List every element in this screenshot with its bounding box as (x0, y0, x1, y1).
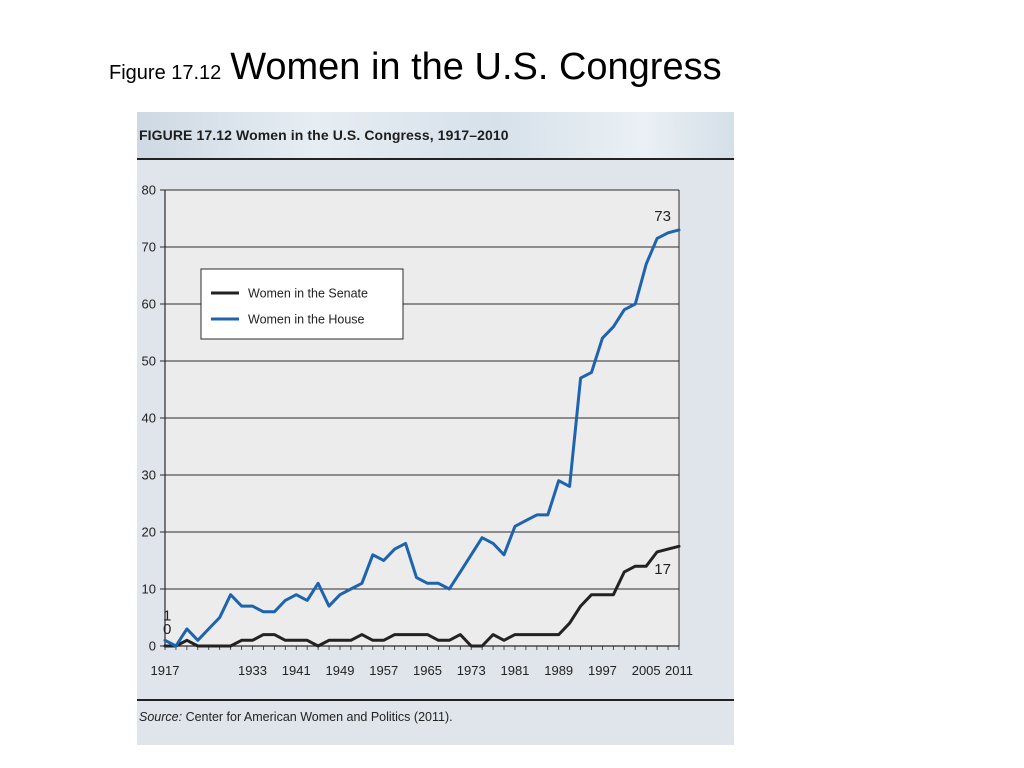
legend-label: Women in the Senate (248, 287, 368, 301)
legend-label: Women in the House (248, 313, 365, 327)
source-text: Center for American Women and Politics (… (182, 710, 453, 724)
slide-title-main: Women in the U.S. Congress (230, 46, 722, 88)
house-line (163, 228, 681, 648)
y-tick-label: 60 (142, 297, 156, 312)
figure-heading: FIGURE 17.12 Women in the U.S. Congress,… (139, 127, 509, 143)
figure-banner (137, 112, 734, 158)
y-tick-label: 10 (142, 582, 156, 597)
series-lines (163, 228, 681, 648)
x-tick-label: 1941 (282, 663, 311, 678)
x-tick-label: 1917 (151, 663, 180, 678)
figure-panel: FIGURE 17.12 Women in the U.S. Congress,… (137, 112, 734, 745)
x-tick-label: 2011 (665, 663, 693, 678)
x-tick-label: 1965 (413, 663, 442, 678)
x-tick-label: 1997 (588, 663, 617, 678)
y-tick-label: 40 (142, 411, 156, 426)
source-note: Source: Center for American Women and Po… (139, 710, 453, 724)
x-tick-label: 2005 (632, 663, 661, 678)
figure-bottom-rule (137, 699, 734, 701)
y-tick-label: 30 (142, 468, 156, 483)
x-tick-label: 1949 (326, 663, 355, 678)
source-label: Source: (139, 710, 183, 724)
x-tick-label: 1973 (457, 663, 486, 678)
y-tick-label: 0 (149, 639, 156, 654)
y-tick-label: 80 (142, 183, 156, 198)
y-tick-label: 50 (142, 354, 156, 369)
legend-box (200, 268, 404, 340)
y-tick-label: 70 (142, 240, 156, 255)
x-tick-label: 1989 (544, 663, 573, 678)
annotations: 73 17 10 (163, 208, 671, 638)
annotation-1: 1 (163, 607, 171, 624)
senate-line (163, 544, 681, 648)
figure-top-rule (137, 158, 734, 160)
annotation-17: 17 (654, 561, 671, 578)
x-tick-label: 1933 (238, 663, 267, 678)
annotation-0: 0 (163, 621, 171, 638)
slide-title: Figure 17.12 Women in the U.S. Congress (109, 46, 722, 89)
slide-title-prefix: Figure 17.12 (109, 62, 222, 84)
x-tick-label: 1981 (500, 663, 529, 678)
x-tick-label: 1957 (369, 663, 398, 678)
legend: Women in the Senate Women in the House (200, 268, 404, 340)
annotation-73: 73 (654, 208, 671, 225)
y-tick-label: 20 (142, 525, 156, 540)
